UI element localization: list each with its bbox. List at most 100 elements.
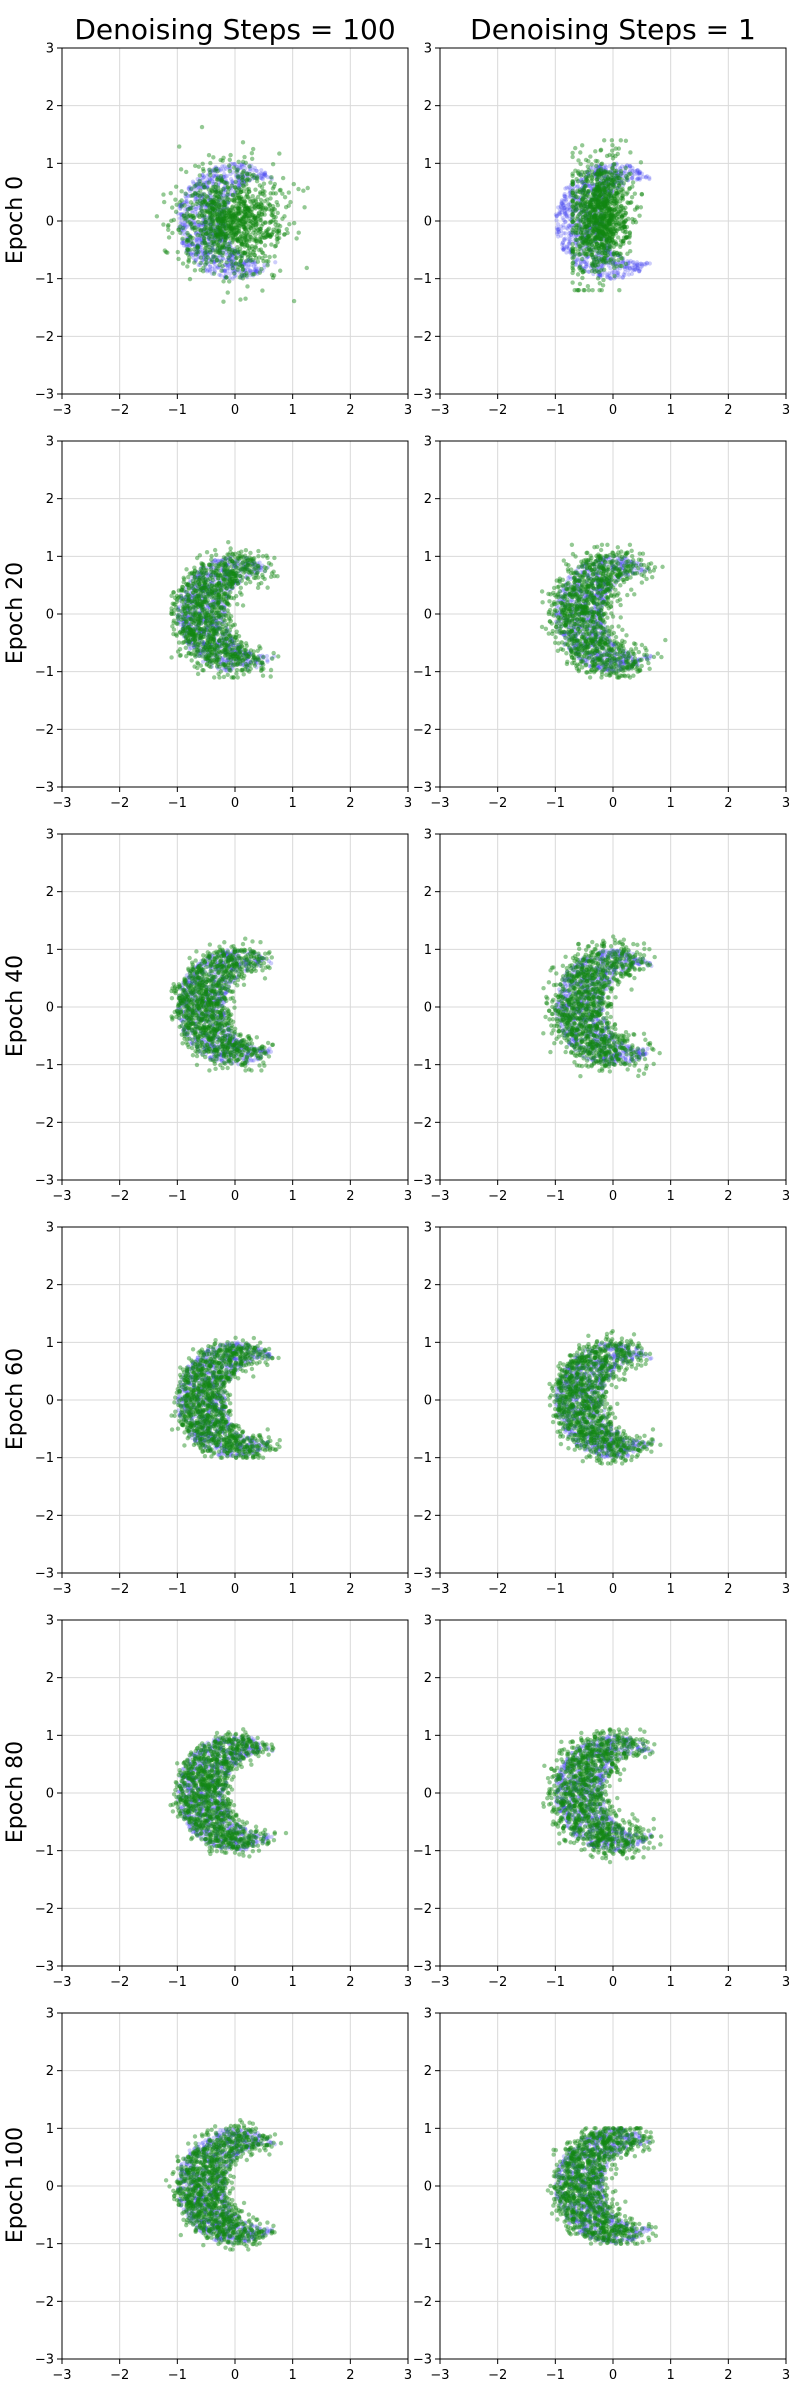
generated-point [224, 275, 228, 279]
generated-point [243, 199, 247, 203]
generated-point [255, 239, 259, 243]
generated-point [570, 151, 574, 155]
target-point [634, 178, 638, 182]
generated-point [292, 299, 296, 303]
generated-point [601, 190, 605, 194]
generated-point [583, 201, 587, 205]
target-point [219, 273, 223, 277]
generated-point [269, 220, 273, 224]
generated-point [247, 164, 251, 168]
generated-point [208, 248, 212, 252]
generated-point [584, 253, 588, 257]
x-tick-label: 3 [404, 403, 412, 418]
generated-point [618, 199, 622, 203]
generated-point [182, 203, 186, 207]
generated-point [276, 203, 280, 207]
generated-point [267, 207, 271, 211]
generated-point [272, 273, 276, 277]
generated-point [197, 227, 201, 231]
generated-point [219, 259, 223, 263]
generated-point [174, 184, 178, 188]
generated-point [639, 160, 643, 164]
target-point [630, 177, 634, 181]
generated-point [598, 148, 602, 152]
generated-point [211, 220, 215, 224]
generated-point [242, 155, 246, 159]
generated-point [571, 250, 575, 254]
generated-point [265, 263, 269, 267]
generated-point [221, 279, 225, 283]
generated-point [174, 210, 178, 214]
generated-point [585, 178, 589, 182]
generated-point [592, 188, 596, 192]
target-point [606, 273, 610, 277]
generated-point [610, 138, 614, 142]
generated-point [570, 261, 574, 265]
target-point [621, 275, 625, 279]
generated-point [248, 226, 252, 230]
target-point [639, 261, 643, 265]
target-point [208, 269, 212, 273]
generated-point [161, 192, 165, 196]
target-point [222, 168, 226, 172]
generated-point [590, 288, 594, 292]
target-point [644, 175, 648, 179]
generated-point [207, 153, 211, 157]
generated-point [261, 251, 265, 255]
generated-point [241, 170, 245, 174]
target-point [262, 172, 266, 176]
generated-point [595, 218, 599, 222]
generated-point [274, 244, 278, 248]
generated-point [631, 180, 635, 184]
generated-point [275, 237, 279, 241]
generated-point [616, 235, 620, 239]
generated-point [297, 231, 301, 235]
generated-point [204, 232, 208, 236]
generated-point [230, 184, 234, 188]
generated-point [228, 153, 232, 157]
generated-point [216, 189, 220, 193]
generated-point [235, 238, 239, 242]
generated-point [595, 177, 599, 181]
generated-point [211, 155, 215, 159]
generated-point [260, 185, 264, 189]
generated-point [633, 208, 637, 212]
generated-point [224, 247, 228, 251]
generated-point [252, 222, 256, 226]
y-tick-label: 1 [424, 157, 432, 172]
generated-point [189, 222, 193, 226]
generated-point [169, 191, 173, 195]
generated-point [617, 288, 621, 292]
y-tick-label: −3 [35, 388, 54, 403]
generated-point [231, 193, 235, 197]
scatter-panel: −3−3−2−2−1−100112233 [35, 435, 412, 812]
generated-point [235, 267, 239, 271]
generated-point [202, 185, 206, 189]
generated-point [302, 205, 306, 209]
generated-point [263, 199, 267, 203]
target-point [561, 241, 565, 245]
generated-point [238, 219, 242, 223]
generated-point [271, 204, 275, 208]
generated-point [612, 250, 616, 254]
generated-point [281, 176, 285, 180]
generated-point [578, 150, 582, 154]
generated-point [252, 176, 256, 180]
generated-point [625, 176, 629, 180]
generated-point [266, 259, 270, 263]
generated-point [215, 194, 219, 198]
generated-point [231, 213, 235, 217]
generated-point [588, 204, 592, 208]
generated-point [613, 227, 617, 231]
generated-point [254, 218, 258, 222]
target-point [556, 222, 560, 226]
target-point [567, 242, 571, 246]
generated-point [254, 256, 258, 260]
generated-point [624, 236, 628, 240]
generated-point [595, 171, 599, 175]
generated-point [573, 288, 577, 292]
generated-point [234, 188, 238, 192]
generated-point [582, 189, 586, 193]
generated-point [243, 195, 247, 199]
generated-point [619, 208, 623, 212]
